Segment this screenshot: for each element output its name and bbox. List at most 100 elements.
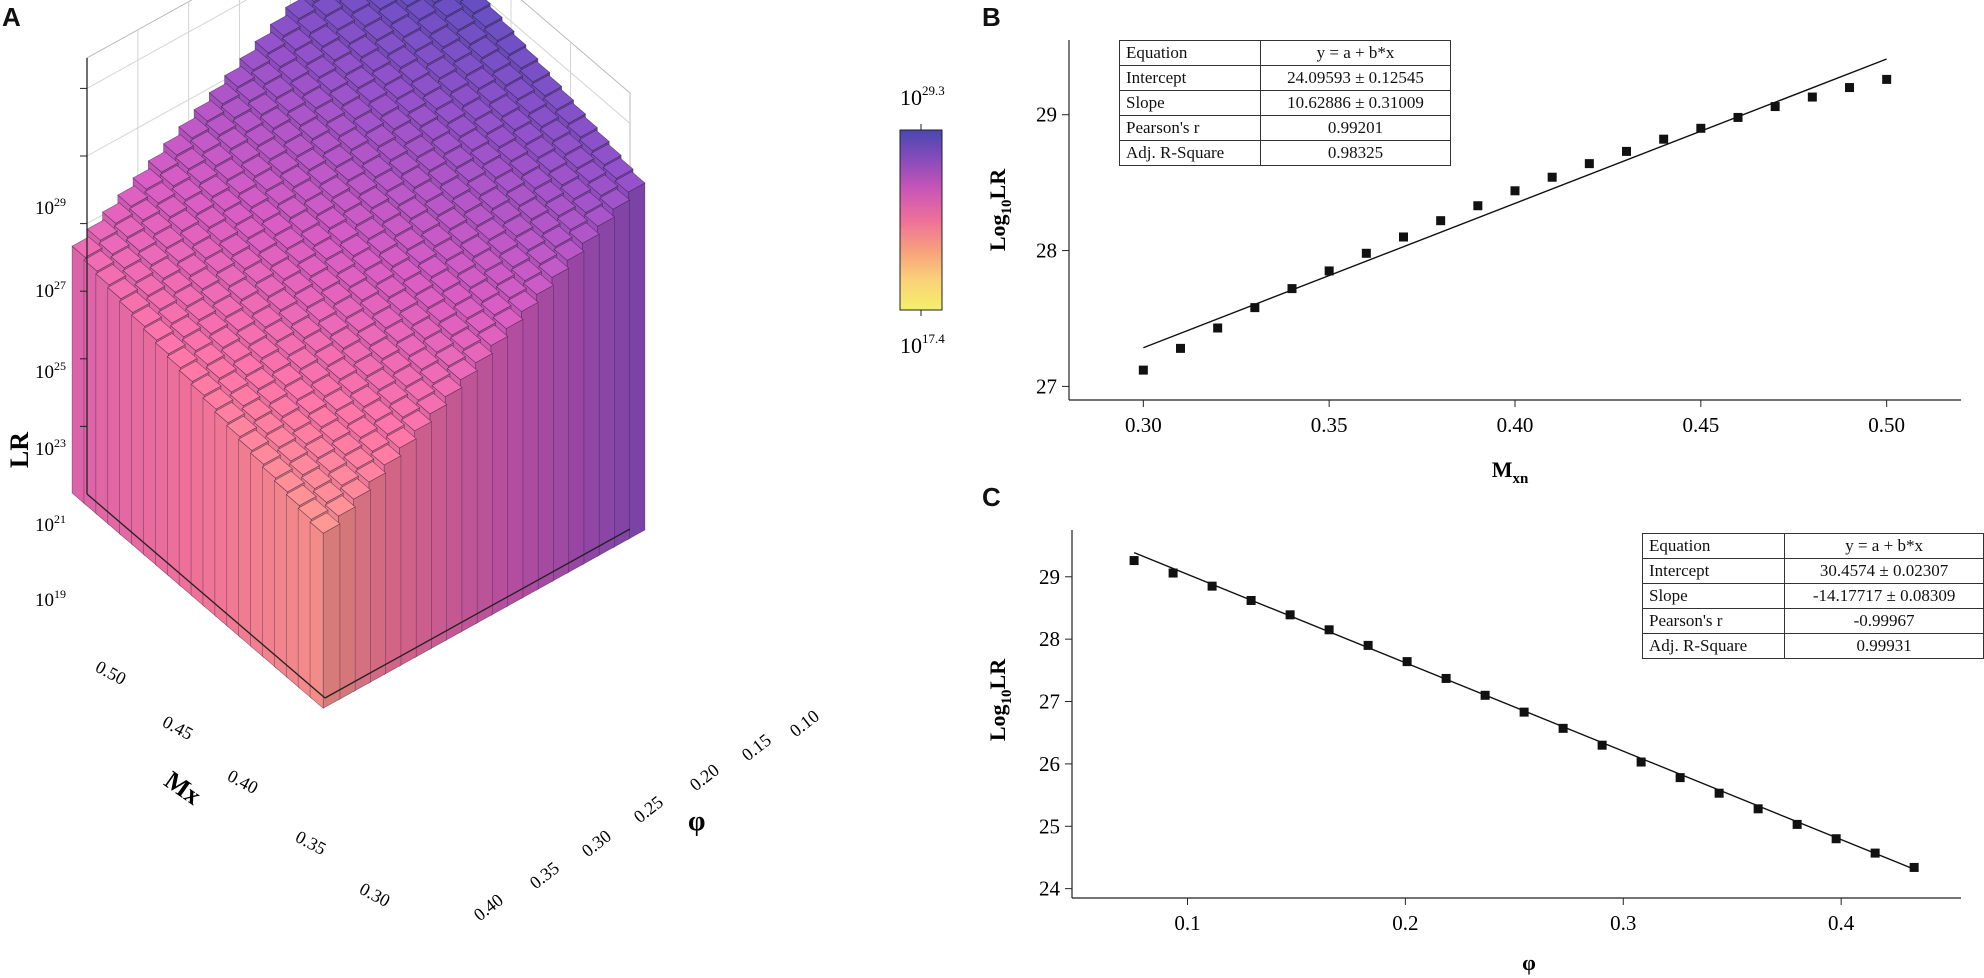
chart-c-ticks [1065, 576, 1842, 905]
data-point [1441, 673, 1451, 683]
phi-tick-label-040: 0.40 [470, 890, 507, 925]
table-row: Adj. R-Square 0.98325 [1119, 140, 1451, 166]
chart-c-regression-table: Equation y = a + b*x Intercept 30.4574 ± 0… [1641, 533, 1984, 659]
data-point [1696, 123, 1706, 133]
data-point [1402, 657, 1412, 667]
chart-b-fit-group [1143, 58, 1887, 349]
table-row: Slope 10.62886 ± 0.31009 [1119, 90, 1451, 116]
z-tick-label-29: 1029 [35, 195, 66, 219]
data-point [1807, 92, 1817, 102]
chart-b-x-axis-title: Mxn [1492, 457, 1529, 487]
table-row: Intercept 24.09593 ± 0.12545 [1119, 65, 1451, 91]
chart-c-scatter: 0.1 0.2 0.3 0.4 24 25 26 27 28 29 φ Log10LR [985, 530, 1961, 975]
x-tick-label: 0.50 [1868, 413, 1905, 437]
data-point [1361, 248, 1371, 258]
colorbar-min-label: 1017.4 [900, 331, 945, 358]
data-point [1733, 112, 1743, 122]
data-point [1246, 595, 1256, 605]
table-row: Equation y = a + b*x [1119, 40, 1451, 66]
table-value: 10.62886 ± 0.31009 [1260, 90, 1451, 116]
table-key: Slope [1641, 583, 1786, 609]
data-point [1287, 284, 1297, 294]
colorbar-max-label: 1029.3 [900, 83, 945, 110]
chart-b-points [1138, 74, 1892, 375]
phi-tick-label-015: 0.15 [738, 730, 775, 765]
y-tick-label: 27 [1039, 690, 1060, 714]
data-point [1622, 146, 1631, 156]
phi-axis-title: φ [688, 806, 705, 837]
data-point [1882, 74, 1892, 84]
table-key: Pearson's r [1641, 608, 1786, 634]
chart-a-axes [80, 57, 631, 699]
data-point [1597, 740, 1607, 750]
data-point [1909, 862, 1919, 872]
x-tick-label: 0.35 [1311, 413, 1348, 437]
data-point [1324, 625, 1334, 635]
chart-b-scatter: 0.30 0.35 0.40 0.45 0.50 27 28 29 Mxn Log10LR [985, 40, 1961, 487]
table-row: Equation y = a + b*x [1641, 533, 1984, 559]
phi-tick-label-025: 0.25 [630, 792, 667, 827]
chart-c-x-axis-title: φ [1522, 950, 1536, 975]
data-point [1399, 232, 1408, 242]
x-tick-label: 0.4 [1828, 911, 1855, 935]
table-value: y = a + b*x [1260, 40, 1451, 66]
x-tick-label: 0.40 [1497, 413, 1534, 437]
y-tick-label: 24 [1039, 877, 1061, 901]
table-key: Intercept [1119, 65, 1261, 91]
data-point [1714, 788, 1724, 798]
y-tick-label: 25 [1039, 814, 1060, 838]
mx-axis-title: Mx [159, 765, 206, 810]
phi-tick-label-020: 0.20 [686, 760, 723, 795]
data-point [1213, 323, 1223, 333]
chart-b-ticks [1062, 114, 1888, 407]
data-point [1831, 834, 1841, 844]
z-tick-label-27: 1027 [35, 278, 66, 302]
table-key: Intercept [1641, 558, 1786, 584]
panel-label-a: A [2, 2, 21, 32]
table-row: Pearson's r 0.99201 [1119, 115, 1451, 141]
table-row: Intercept 30.4574 ± 0.02307 [1641, 558, 1984, 584]
chart-b-regression-table: Equation y = a + b*x Intercept 24.09593 ± … [1119, 40, 1451, 166]
mx-tick-label-045: 0.45 [159, 711, 196, 743]
data-point [1129, 556, 1139, 566]
x-tick-label: 0.1 [1174, 911, 1200, 935]
mx-tick-label-035: 0.35 [292, 826, 329, 858]
y-tick-label: 29 [1039, 565, 1060, 589]
chart-a-3d-bars: 1019 1021 1023 1025 1027 1029 LR 0.30 0.… [5, 0, 945, 925]
y-tick-label: 28 [1039, 627, 1060, 651]
panel-label-b: B [982, 2, 1001, 32]
data-point [1138, 365, 1148, 375]
table-row: Slope -14.17717 ± 0.08309 [1641, 583, 1984, 609]
table-row: Adj. R-Square 0.99931 [1641, 633, 1984, 659]
mx-tick-label-030: 0.30 [356, 878, 393, 910]
data-point [1675, 773, 1685, 783]
table-key: Adj. R-Square [1641, 633, 1786, 659]
data-point [1558, 723, 1568, 733]
data-point [1636, 757, 1646, 767]
data-point [1519, 707, 1529, 717]
table-value: 0.99201 [1260, 115, 1451, 141]
z-tick-label-21: 1021 [35, 512, 66, 536]
x-tick-label: 0.45 [1682, 413, 1719, 437]
data-point [1473, 201, 1483, 211]
table-value: 30.4574 ± 0.02307 [1784, 558, 1984, 584]
phi-tick-label-035: 0.35 [526, 858, 563, 893]
phi-tick-label-030: 0.30 [578, 826, 615, 861]
data-point [1659, 134, 1669, 144]
table-value: -0.99967 [1784, 608, 1984, 634]
data-point [1176, 343, 1185, 353]
phi-axis-line [324, 528, 631, 699]
table-value: 0.98325 [1260, 140, 1451, 166]
data-point [1510, 186, 1520, 196]
z-axis-title: LR [5, 432, 34, 468]
chart-b-y-axis-title: Log10LR [985, 168, 1015, 251]
data-point [1870, 848, 1880, 858]
table-key: Adj. R-Square [1119, 140, 1261, 166]
data-point [1547, 172, 1557, 182]
table-row: Pearson's r -0.99967 [1641, 608, 1984, 634]
table-value: 24.09593 ± 0.12545 [1260, 65, 1451, 91]
fit-line [1143, 58, 1887, 349]
mx-axis-line [86, 493, 326, 699]
data-point [1792, 819, 1802, 829]
data-point [1753, 804, 1763, 814]
